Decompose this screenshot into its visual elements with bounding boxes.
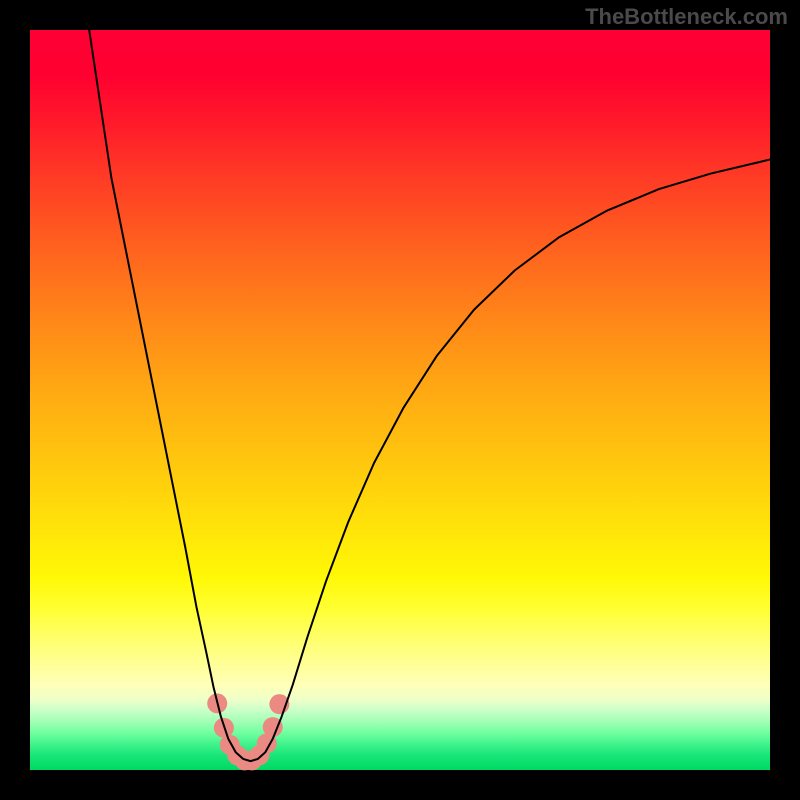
chart-container: TheBottleneck.com bbox=[0, 0, 800, 800]
watermark-text: TheBottleneck.com bbox=[585, 4, 788, 30]
bottleneck-curve bbox=[89, 30, 770, 761]
marker-dots bbox=[207, 693, 289, 770]
plot-area bbox=[30, 30, 770, 770]
curve-layer bbox=[30, 30, 770, 770]
